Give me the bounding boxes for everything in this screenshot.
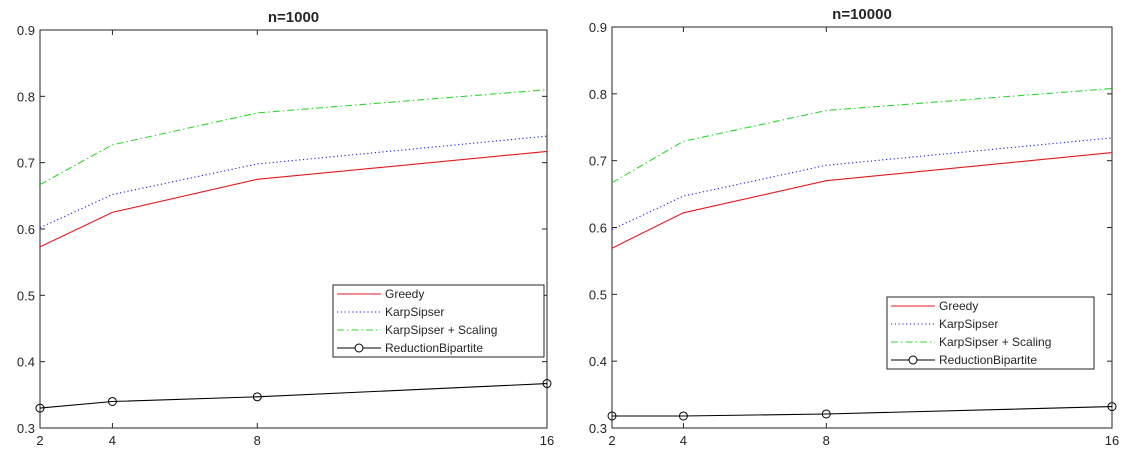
x-tick-label: 4 [680,433,687,448]
x-tick-label: 8 [823,433,830,448]
x-tick-label: 4 [109,433,116,448]
legend-box [886,296,1095,370]
data-point [252,392,262,402]
series-line-reductionbipartite [612,406,1113,417]
legend-marker [354,343,364,353]
data-point [107,396,117,406]
y-tick-label: 0.6 [17,222,35,237]
chart-n1000: 0.3 0.4 0.5 0.6 0.7 0.8 0.9 2 4 8 16 n=1000 Greedy Ka… [17,9,554,448]
data-point [1107,402,1117,412]
y-tick-label: 0.7 [17,156,35,171]
legend-label-greedy: Greedy [385,287,424,301]
data-point [678,411,688,421]
data-point [607,411,617,421]
y-tick-label: 0.4 [17,355,35,370]
y-tick-label: 0.5 [589,287,607,302]
y-tick-label: 0.3 [17,421,35,436]
chart-n10000: 0.3 0.4 0.5 0.6 0.7 0.8 0.9 2 4 8 16 n=10000 Greedy K… [589,6,1119,448]
legend-box [332,284,545,358]
legend: Greedy KarpSipser KarpSipser + Scaling Redu… [886,296,1095,370]
series-line-karpsipser [39,135,548,229]
y-tick-label: 0.9 [17,23,35,38]
x-tick-label: 2 [608,433,615,448]
x-tick-label: 16 [1105,433,1119,448]
legend-label-karpsipser-scaling: KarpSipser + Scaling [385,323,497,337]
data-point [542,379,552,389]
y-tick-label: 0.8 [17,89,35,104]
data-point [35,403,45,413]
series-line-karpsipser-scaling [611,87,1113,184]
x-tick-label: 16 [540,433,554,448]
series-line-greedy [39,150,548,248]
chart-title: n=10000 [832,6,892,23]
legend-marker [908,355,918,365]
y-tick-label: 0.4 [589,354,607,369]
y-tick-label: 0.8 [589,87,607,102]
legend-label-reductionbipartite: ReductionBipartite [385,341,483,355]
legend-label-karpsipser: KarpSipser [939,317,998,331]
legend-label-karpsipser-scaling: KarpSipser + Scaling [939,335,1051,349]
y-tick-label: 0.5 [17,288,35,303]
y-tick-label: 0.3 [589,421,607,436]
plot-area [39,29,548,429]
y-tick-label: 0.6 [589,221,607,236]
legend-label-greedy: Greedy [939,299,978,313]
legend: Greedy KarpSipser KarpSipser + Scaling Redu… [332,284,545,358]
y-tick-label: 0.7 [589,154,607,169]
data-point [821,409,831,419]
series-line-greedy [611,152,1113,249]
chart-title: n=1000 [268,9,319,26]
legend-label-karpsipser: KarpSipser [385,305,444,319]
legend-label-reductionbipartite: ReductionBipartite [939,353,1037,367]
x-tick-label: 2 [36,433,43,448]
y-tick-label: 0.9 [589,20,607,35]
x-tick-label: 8 [254,433,261,448]
series-line-reductionbipartite [39,383,548,409]
